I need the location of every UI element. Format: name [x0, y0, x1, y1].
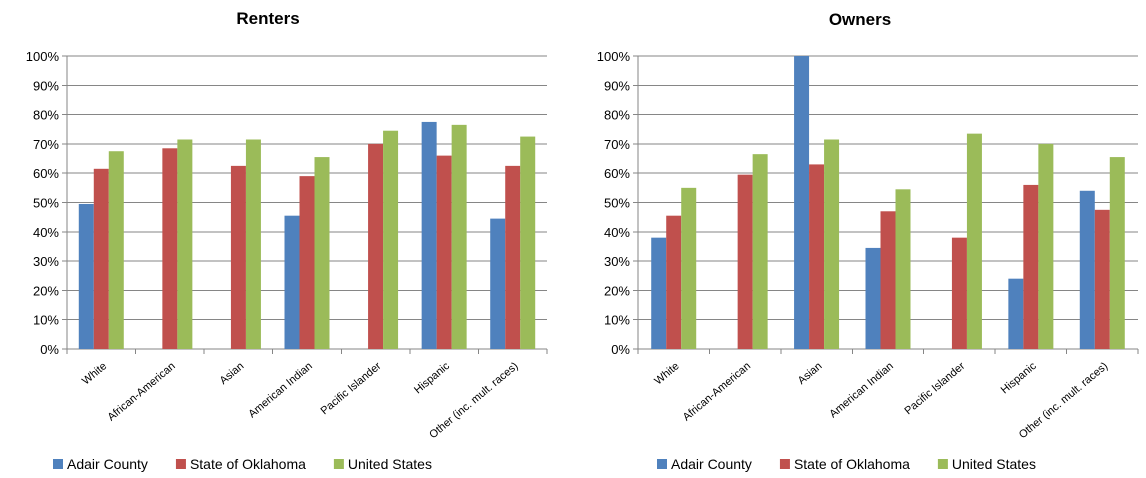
x-tick-label: Hispanic: [412, 360, 452, 397]
y-tick-label: 10%: [33, 313, 59, 328]
x-tick-label: Pacific Islander: [319, 360, 384, 417]
y-tick-label: 20%: [604, 283, 630, 298]
bar: [865, 247, 881, 349]
x-tick-label: Hispanic: [999, 360, 1039, 397]
legend-swatch: [657, 459, 667, 469]
x-tick-label: American Indian: [246, 360, 315, 420]
y-tick-label: 30%: [33, 254, 59, 269]
bar: [505, 165, 521, 349]
y-tick-label: 60%: [604, 166, 630, 181]
y-tick-label: 90%: [33, 78, 59, 93]
bar: [737, 174, 753, 349]
y-tick-label: 70%: [604, 137, 630, 152]
x-tick-label: Asian: [218, 360, 247, 387]
y-tick-label: 80%: [604, 108, 630, 123]
y-tick-label: 0%: [611, 342, 630, 357]
bar: [1094, 209, 1110, 349]
x-tick-label: American Indian: [827, 360, 896, 420]
y-tick-label: 50%: [33, 196, 59, 211]
bar: [177, 139, 193, 349]
bar: [436, 155, 452, 349]
bar: [895, 189, 911, 349]
bar: [368, 143, 384, 349]
chart-title: Renters: [236, 9, 299, 28]
bar: [1023, 184, 1039, 349]
bar: [162, 148, 178, 349]
x-tick-label: White: [652, 360, 681, 387]
legend-label: Adair County: [671, 456, 752, 472]
bar: [421, 121, 437, 349]
legend-swatch: [333, 459, 344, 469]
bar: [966, 133, 982, 349]
bar: [1008, 278, 1024, 349]
y-tick-label: 20%: [33, 283, 59, 298]
y-tick-label: 50%: [604, 196, 630, 211]
bar: [651, 237, 667, 349]
x-tick-label: African-American: [105, 360, 177, 423]
x-tick-label: White: [80, 360, 109, 387]
legend-label: United States: [952, 456, 1036, 472]
bar: [230, 165, 246, 349]
bar: [520, 136, 536, 349]
x-tick-label: Pacific Islander: [903, 360, 968, 417]
bar: [108, 151, 124, 349]
chart-renters: Renters 0% 10% 20% 30% 40% 50% 60% 70% 80% 90% 100%…: [26, 9, 548, 472]
y-tick-label: 90%: [604, 78, 630, 93]
y-tick-label: 60%: [33, 166, 59, 181]
bar: [245, 139, 261, 349]
bar: [1079, 190, 1095, 349]
chart-title: Owners: [829, 10, 891, 29]
bar: [490, 218, 506, 349]
legend-swatch: [175, 459, 186, 469]
y-tick-label: 30%: [604, 254, 630, 269]
bar: [299, 176, 315, 349]
legend-label: State of Oklahoma: [794, 456, 910, 472]
y-tick-label: 100%: [26, 49, 60, 64]
chart-owners: Owners 0% 10% 20% 30% 40% 50% 60% 70% 80% 90% 100% W…: [597, 10, 1139, 472]
x-tick-label: African-American: [681, 360, 753, 423]
y-tick-label: 70%: [33, 137, 59, 152]
y-tick-label: 40%: [604, 225, 630, 240]
bar: [451, 124, 467, 349]
y-tick-label: 0%: [40, 342, 59, 357]
bar: [78, 203, 94, 349]
legend-label: State of Oklahoma: [190, 456, 306, 472]
legend-label: United States: [348, 456, 432, 472]
legend-swatch: [937, 459, 948, 469]
bar: [666, 215, 682, 349]
y-tick-label: 80%: [33, 108, 59, 123]
bar: [880, 211, 896, 349]
bar: [794, 56, 810, 349]
y-tick-label: 100%: [597, 49, 631, 64]
y-tick-label: 10%: [604, 313, 630, 328]
y-tick-label: 40%: [33, 225, 59, 240]
bar: [752, 154, 768, 349]
x-tick-label: Asian: [796, 360, 825, 387]
bar: [314, 157, 330, 349]
bar: [951, 237, 967, 349]
bar: [809, 164, 825, 349]
bar: [1109, 157, 1125, 349]
bar: [681, 187, 697, 349]
bar: [1038, 143, 1054, 349]
bar: [284, 215, 300, 349]
bar: [383, 130, 399, 349]
legend-swatch: [779, 459, 790, 469]
legend-label: Adair County: [67, 456, 148, 472]
bar: [824, 139, 840, 349]
legend-swatch: [53, 459, 63, 469]
bar: [93, 168, 109, 349]
